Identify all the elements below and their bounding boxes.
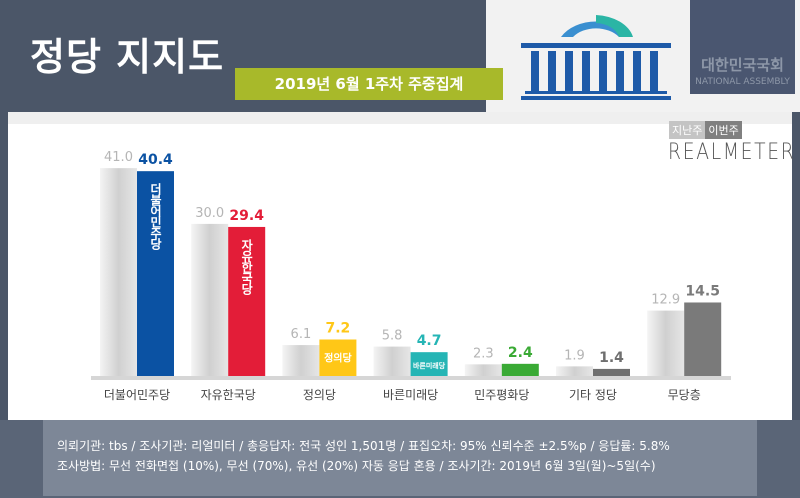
x-axis-line <box>91 376 731 380</box>
party-logo-text: 더불어민주당 <box>149 182 163 251</box>
bar-this-week <box>228 226 266 376</box>
bar-last-week <box>556 366 593 376</box>
bar-this-week <box>137 171 174 376</box>
bar-this-week <box>593 368 630 376</box>
survey-info-line2: 조사방법: 무선 전화면접 (10%), 무선 (70%), 유선 (20%) … <box>57 459 656 473</box>
assembly-building-icon <box>521 15 671 100</box>
category-label: 자유한국당 <box>201 388 256 402</box>
bar-last-week <box>191 223 229 376</box>
value-label-this-week: 4.7 <box>417 333 442 349</box>
category-label: 더불어민주당 <box>104 388 170 402</box>
legend-last-week: 지난주 <box>669 121 706 139</box>
bar-this-week <box>410 352 448 376</box>
bar-last-week <box>647 310 685 376</box>
realmeter-logo: REALMETER <box>668 140 796 165</box>
survey-period-banner: 2019년 6월 1주차 주중집계 <box>235 68 503 100</box>
bar-last-week <box>464 364 502 376</box>
bar-this-week <box>684 302 722 376</box>
assembly-name-ko: 대한민국국회 <box>701 56 784 74</box>
page-title: 정당 지지도 <box>30 35 225 79</box>
value-label-this-week: 2.4 <box>508 345 533 361</box>
bar-last-week <box>373 346 411 376</box>
survey-info: 의뢰기관: tbs / 조사기관: 리얼미터 / 총응답자: 전국 성인 1,5… <box>43 420 757 496</box>
survey-info-line1: 의뢰기관: tbs / 조사기관: 리얼미터 / 총응답자: 전국 성인 1,5… <box>57 439 670 453</box>
bar-this-week <box>501 363 539 376</box>
category-label: 정의당 <box>303 388 336 402</box>
party-logo-text: 자유한국당 <box>240 238 254 296</box>
value-label-last-week: 1.9 <box>564 348 585 363</box>
party-logo-text: 바른미래당 <box>413 361 446 370</box>
value-label-last-week: 12.9 <box>651 293 680 308</box>
category-label: 민주평화당 <box>474 388 529 402</box>
category-label: 기타 정당 <box>569 388 617 402</box>
party-logo-text: 정의당 <box>324 352 352 365</box>
value-label-last-week: 41.0 <box>104 150 133 165</box>
assembly-name-en: NATIONAL ASSEMBLY <box>695 77 790 87</box>
value-label-last-week: 2.3 <box>473 346 494 361</box>
bar-this-week <box>319 339 357 376</box>
value-label-this-week: 40.4 <box>138 152 173 168</box>
value-label-this-week: 7.2 <box>325 320 350 336</box>
value-label-last-week: 5.8 <box>382 329 403 344</box>
category-label: 바른미래당 <box>383 388 438 402</box>
legend: 지난주 이번주 <box>669 121 742 139</box>
bar-last-week <box>282 345 320 376</box>
value-label-this-week: 14.5 <box>685 283 720 299</box>
bar-last-week <box>100 168 137 376</box>
value-label-this-week: 1.4 <box>599 350 624 366</box>
value-label-this-week: 29.4 <box>229 208 264 224</box>
value-label-last-week: 30.0 <box>195 206 224 221</box>
category-label: 무당층 <box>668 388 701 402</box>
legend-this-week: 이번주 <box>705 121 742 139</box>
national-assembly-label: 대한민국국회 NATIONAL ASSEMBLY <box>690 0 795 94</box>
footer: 의뢰기관: tbs / 조사기관: 리얼미터 / 총응답자: 전국 성인 1,5… <box>0 420 800 498</box>
header: 정당 지지도 대한민국국회 NATIONAL ASSEMBLY 2019년 6월… <box>0 0 800 112</box>
value-label-last-week: 6.1 <box>291 327 312 342</box>
